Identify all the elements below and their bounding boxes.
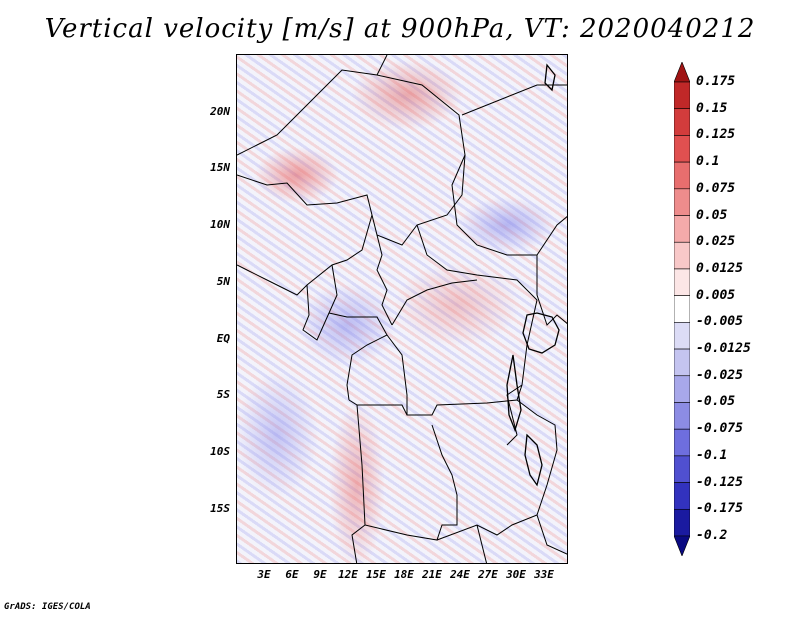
colorbar-label: 0.075 — [696, 180, 736, 196]
colorbar-label: -0.025 — [696, 367, 743, 383]
lon-label: 33E — [534, 568, 554, 581]
lat-label: EQ — [216, 332, 230, 345]
lon-label: 6E — [285, 568, 299, 581]
colorbar-bin — [674, 215, 690, 243]
lat-label: 15N — [210, 161, 230, 174]
lon-label: 18E — [394, 568, 414, 581]
colorbar-label: 0.175 — [696, 74, 736, 89]
colorbar-bin — [674, 508, 690, 537]
colorbar-bin — [674, 161, 690, 190]
lat-label: 15S — [210, 502, 230, 515]
lon-label: 30E — [506, 568, 526, 581]
lat-label: 10S — [210, 445, 230, 458]
colorbar-label: 0.05 — [696, 207, 728, 223]
colorbar-bin — [674, 482, 690, 510]
lon-label: 9E — [313, 568, 327, 581]
colorbar-bin — [674, 295, 690, 323]
colorbar-bin — [674, 322, 690, 350]
lat-label: 20N — [210, 105, 230, 118]
lat-label: 5S — [216, 388, 230, 401]
lon-label: 15E — [366, 568, 386, 581]
lat-label: 10N — [210, 218, 230, 231]
colorbar-label: 0.005 — [696, 287, 736, 303]
colorbar — [674, 62, 690, 556]
colorbar-bin — [674, 375, 690, 403]
colorbar-bin — [674, 268, 690, 296]
colorbar-bin — [674, 81, 690, 110]
colorbar-label: 0.125 — [696, 127, 736, 143]
colorbar-label: -0.0125 — [696, 341, 751, 357]
colorbar-label: -0.075 — [696, 421, 743, 437]
colorbar-bin — [674, 402, 690, 430]
lat-label: 5N — [216, 275, 230, 288]
lon-label: 3E — [257, 568, 271, 581]
colorbar-bin — [674, 348, 690, 377]
colorbar-label: -0.175 — [696, 501, 743, 517]
colorbar-label: 0.15 — [696, 100, 728, 116]
colorbar-label: -0.05 — [696, 394, 736, 410]
country-borders — [237, 55, 567, 563]
colorbar-label: 0.025 — [696, 234, 736, 250]
colorbar-bin — [674, 535, 690, 556]
colorbar-label: -0.005 — [696, 314, 743, 330]
colorbar-bin — [674, 108, 690, 136]
colorbar-bin — [674, 241, 690, 270]
colorbar-label: 0.1 — [696, 154, 720, 170]
colorbar-label: 0.0125 — [696, 260, 743, 276]
lon-label: 24E — [450, 568, 470, 581]
chart-title: Vertical velocity [m/s] at 900hPa, VT: 2… — [44, 14, 756, 44]
colorbar-bin — [674, 135, 690, 163]
lon-label: 27E — [478, 568, 498, 581]
colorbar-bin — [674, 428, 690, 457]
lon-label: 21E — [422, 568, 442, 581]
colorbar-bin — [674, 455, 690, 483]
map-plot-area — [236, 54, 568, 564]
colorbar-label: -0.2 — [696, 528, 728, 543]
lon-label: 12E — [338, 568, 358, 581]
grads-credit: GrADS: IGES/COLA — [4, 602, 91, 612]
colorbar-bin — [674, 188, 690, 216]
colorbar-bin — [674, 62, 690, 83]
colorbar-label: -0.1 — [696, 447, 728, 463]
colorbar-label: -0.125 — [696, 474, 743, 490]
